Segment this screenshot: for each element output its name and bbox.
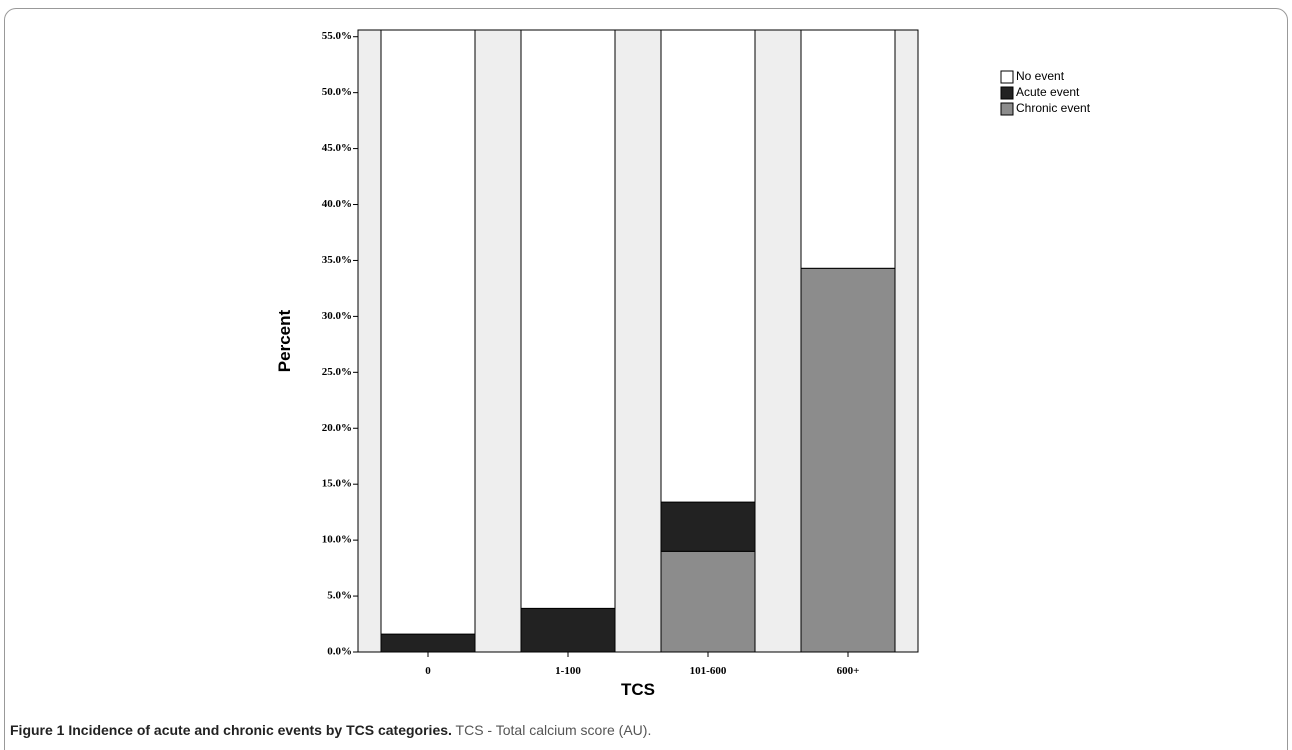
bars [380,30,896,652]
y-tick-label: 40.0% [322,198,352,210]
plot-area [357,29,919,653]
x-axis-title: TCS [621,680,655,699]
legend-swatch [1000,102,1014,116]
y-tick-label: 0.0% [327,646,352,658]
caption-text: TCS - Total calcium score (AU). [455,722,652,738]
figure-frame [4,8,1288,750]
bar-segment [380,30,476,635]
y-tick-label: 45.0% [322,142,352,154]
y-tick-label: 25.0% [322,366,352,378]
bar-segment [800,267,896,652]
bar-segment [800,30,896,269]
y-tick-label: 35.0% [322,254,352,266]
legend-label: No event [1016,69,1065,83]
y-tick-label: 55.0% [322,30,352,42]
y-tick-label: 10.0% [322,534,352,546]
y-tick-label: 20.0% [322,422,352,434]
x-tick-label: 1-100 [555,665,581,677]
legend-swatch [1000,86,1014,100]
bar-segment [660,501,756,552]
bar-segment [520,30,616,609]
y-tick-label: 30.0% [322,310,352,322]
legend-label: Acute event [1016,85,1080,99]
y-tick-label: 50.0% [322,86,352,98]
bar-segment [380,633,476,652]
legend-swatch [1000,70,1014,84]
caption-label: Figure 1 Incidence of acute and chronic … [10,722,452,738]
x-tick-label: 0 [425,665,431,677]
legend-label: Chronic event [1016,101,1091,115]
x-tick-label: 600+ [837,665,860,677]
bar-segment [660,30,756,503]
y-tick-label: 15.0% [322,478,352,490]
x-tick-label: 101-600 [690,665,727,677]
bar-segment [520,607,616,652]
y-axis-title: Percent [275,309,294,372]
bar-segment [660,550,756,652]
y-tick-label: 5.0% [327,590,352,602]
caption: Figure 1 Incidence of acute and chronic … [10,722,651,738]
